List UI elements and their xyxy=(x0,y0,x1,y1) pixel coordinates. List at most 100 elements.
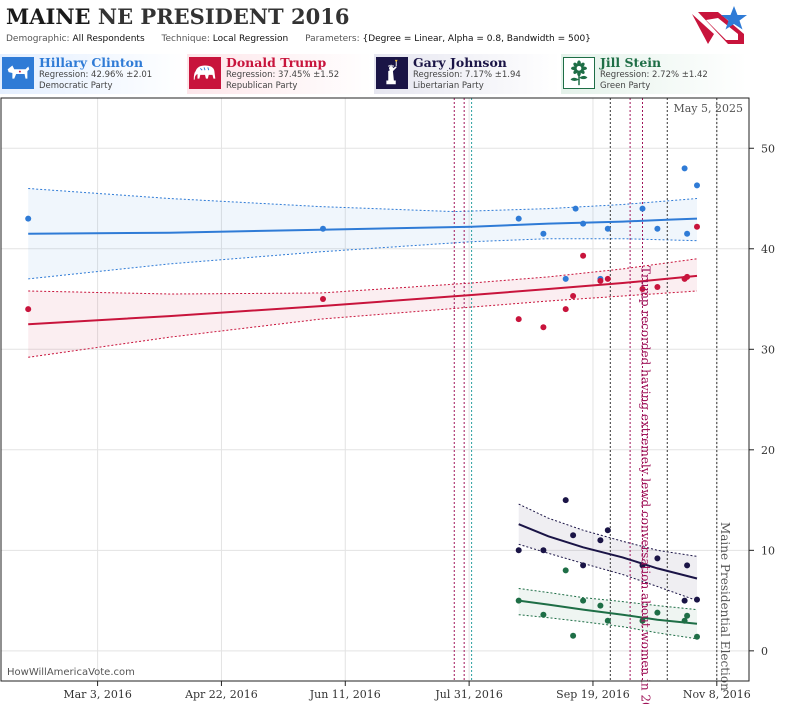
y-tick-label: 20 xyxy=(761,444,775,457)
point-donald-trump xyxy=(515,316,522,323)
point-gary-johnson xyxy=(694,596,700,603)
chart-title: MAINE NE PRESIDENT 2016 xyxy=(6,4,349,29)
y-tick-label: 30 xyxy=(761,343,775,356)
legend-item-trump: Donald Trump Regression: 37.45% ±1.52 Re… xyxy=(187,54,373,94)
y-tick-label: 50 xyxy=(761,142,775,155)
band-lower-hillary-clinton xyxy=(28,238,698,280)
trend-donald-trump xyxy=(28,274,698,326)
y-tick-label: 40 xyxy=(761,243,775,256)
legend-party: Democratic Party xyxy=(39,81,113,91)
x-tick-label: Apr 22, 2016 xyxy=(184,688,258,701)
point-donald-trump xyxy=(604,275,611,282)
band-lower-donald-trump xyxy=(28,290,698,358)
legend-regression: Regression: 2.72% ±1.42 xyxy=(600,70,708,80)
site-credit: HowWillAmericaVote.com xyxy=(7,667,135,678)
point-jill-stein xyxy=(639,617,646,624)
y-tick-label: 10 xyxy=(761,544,775,557)
legend-party: Green Party xyxy=(600,81,651,91)
point-hillary-clinton xyxy=(515,215,522,222)
point-hillary-clinton xyxy=(639,205,646,212)
candidate-legend: Hillary Clinton Regression: 42.96% ±2.01… xyxy=(0,54,750,94)
point-hillary-clinton xyxy=(320,225,326,232)
legend-regression: Regression: 7.17% ±1.94 xyxy=(413,70,521,80)
point-jill-stein xyxy=(540,611,547,618)
point-hillary-clinton xyxy=(604,225,611,232)
point-gary-johnson xyxy=(540,547,547,554)
parameters-line: Demographic: All Respondents Technique: … xyxy=(6,34,605,44)
event-lines xyxy=(453,98,718,681)
band-gary-johnson xyxy=(518,504,697,601)
point-donald-trump xyxy=(597,277,604,284)
point-hillary-clinton xyxy=(562,275,569,282)
point-hillary-clinton xyxy=(25,215,32,222)
x-tick-label: Sep 19, 2016 xyxy=(556,688,630,701)
legend-party: Republican Party xyxy=(226,81,298,91)
point-donald-trump xyxy=(540,324,547,331)
demographic-value: All Respondents xyxy=(72,34,145,44)
point-donald-trump xyxy=(684,273,691,280)
band-upper-hillary-clinton xyxy=(28,188,698,213)
legend-item-stein: Jill Stein Regression: 2.72% ±1.42 Green… xyxy=(561,54,747,94)
annotation-label: Trump recorded having extremely lewd con… xyxy=(639,266,653,704)
plot-frame xyxy=(0,97,750,682)
annotation-label: Maine Presidential Election xyxy=(718,522,732,691)
point-donald-trump xyxy=(25,306,32,313)
parameters-label: Parameters: xyxy=(305,34,360,44)
point-hillary-clinton xyxy=(684,230,691,237)
legend-regression: Regression: 42.96% ±2.01 xyxy=(39,70,153,80)
point-donald-trump xyxy=(320,296,326,302)
point-jill-stein xyxy=(694,633,700,640)
point-hillary-clinton xyxy=(580,220,587,227)
point-donald-trump xyxy=(694,223,700,230)
trend-lines xyxy=(28,217,698,625)
point-gary-johnson xyxy=(580,562,587,569)
legend-name: Jill Stein xyxy=(600,55,662,70)
statue-of-liberty-icon xyxy=(376,57,408,89)
point-jill-stein xyxy=(681,617,688,624)
band-upper-gary-johnson xyxy=(518,503,698,557)
point-jill-stein xyxy=(515,597,522,604)
point-gary-johnson xyxy=(681,597,688,604)
point-hillary-clinton xyxy=(654,225,661,232)
point-donald-trump xyxy=(639,286,646,292)
title-state: MAINE xyxy=(6,4,91,29)
annotations: Trump recorded having extremely lewd con… xyxy=(639,266,732,704)
donkey-icon xyxy=(2,57,34,89)
x-tick-label: Jun 11, 2016 xyxy=(309,688,381,701)
point-hillary-clinton xyxy=(694,182,700,189)
legend-regression: Regression: 37.45% ±1.52 xyxy=(226,70,340,80)
point-donald-trump xyxy=(562,306,569,313)
point-gary-johnson xyxy=(604,527,611,534)
confidence-bands xyxy=(28,188,698,640)
band-hillary-clinton xyxy=(28,188,697,279)
band-upper-jill-stein xyxy=(518,588,698,611)
point-jill-stein xyxy=(580,597,587,604)
grid xyxy=(1,98,749,681)
legend-name: Donald Trump xyxy=(226,55,327,70)
point-jill-stein xyxy=(654,609,661,616)
band-donald-trump xyxy=(28,258,697,358)
legend-name: Gary Johnson xyxy=(413,55,507,70)
x-tick-label: Mar 3, 2016 xyxy=(63,688,132,701)
axes: Mar 3, 2016 Apr 22, 2016 Jun 11, 2016 Jul 3… xyxy=(63,142,775,701)
technique-value: Local Regression xyxy=(212,34,289,44)
point-gary-johnson xyxy=(570,532,577,539)
point-gary-johnson xyxy=(639,562,646,569)
point-gary-johnson xyxy=(684,562,691,569)
point-hillary-clinton xyxy=(540,230,547,237)
sunflower-icon xyxy=(563,57,595,89)
point-gary-johnson xyxy=(515,547,522,554)
elephant-icon xyxy=(189,57,221,89)
technique-label: Technique: xyxy=(161,34,210,44)
point-gary-johnson xyxy=(562,497,569,504)
legend-item-johnson: Gary Johnson Regression: 7.17% ±1.94 Lib… xyxy=(374,54,560,94)
point-donald-trump xyxy=(580,252,587,259)
point-gary-johnson xyxy=(654,555,661,562)
x-tick-label: Nov 8, 2016 xyxy=(683,688,751,701)
poll-points xyxy=(25,165,700,640)
point-gary-johnson xyxy=(597,537,604,544)
trend-hillary-clinton xyxy=(28,217,698,235)
point-jill-stein xyxy=(684,612,691,619)
point-hillary-clinton xyxy=(572,205,579,212)
trend-gary-johnson xyxy=(518,523,698,580)
